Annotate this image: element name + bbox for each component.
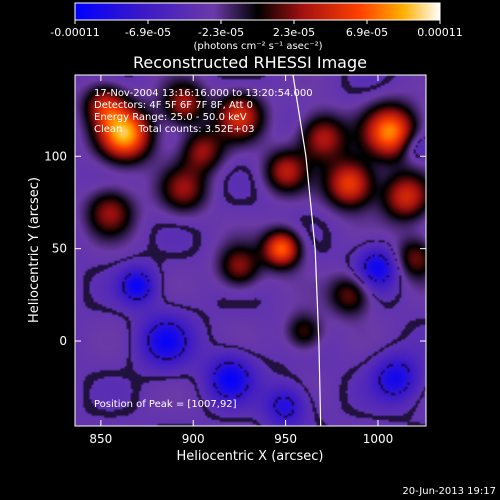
x-tick-label: 850 (89, 432, 112, 446)
colorbar-units: (photons cm⁻² s⁻¹ asec⁻²) (193, 41, 322, 52)
colorbar (74, 2, 441, 21)
colorbar-tick-label: -0.00011 (50, 26, 99, 39)
annotation-energy-range: Energy Range: 25.0 - 50.0 keV (94, 112, 247, 123)
y-tick-label: 0 (59, 334, 67, 348)
colorbar-tick-label: -6.9e-05 (125, 26, 171, 39)
x-axis-label: Heliocentric X (arcsec) (177, 449, 324, 464)
x-tick-label: 900 (182, 432, 205, 446)
colorbar-tick-label: 6.9e-05 (346, 26, 388, 39)
footer-date: 20-Jun-2013 19:17 (402, 486, 496, 497)
y-axis: 0 50 100 (44, 149, 426, 348)
colorbar-tick-label: 0.00011 (417, 26, 463, 39)
solar-limb-line (292, 75, 322, 426)
x-axis: 850 900 950 1000 (89, 75, 393, 446)
peak-position-label: Position of Peak = [1007,92] (94, 399, 237, 410)
annotation-detectors: Detectors: 4F 5F 6F 7F 8F, Att 0 (94, 100, 253, 111)
x-tick-label: 950 (274, 432, 297, 446)
y-tick-label: 50 (52, 242, 67, 256)
y-tick-label: 100 (44, 149, 67, 163)
chart-title: Reconstructed RHESSI Image (133, 53, 367, 72)
x-tick-label: 1000 (363, 432, 394, 446)
annotation-time-range: 17-Nov-2004 13:16:16.000 to 13:20:54.000 (94, 88, 313, 99)
y-axis-label: Heliocentric Y (arcsec) (27, 177, 42, 323)
colorbar-ticks (74, 20, 441, 24)
plot-frame (74, 74, 427, 427)
colorbar-tick-label: 2.3e-05 (273, 26, 315, 39)
colorbar-tick-label: -2.3e-05 (198, 26, 244, 39)
annotation-clean-counts: Clean Total counts: 3.52E+03 (94, 124, 254, 135)
heatmap-image (75, 75, 426, 426)
